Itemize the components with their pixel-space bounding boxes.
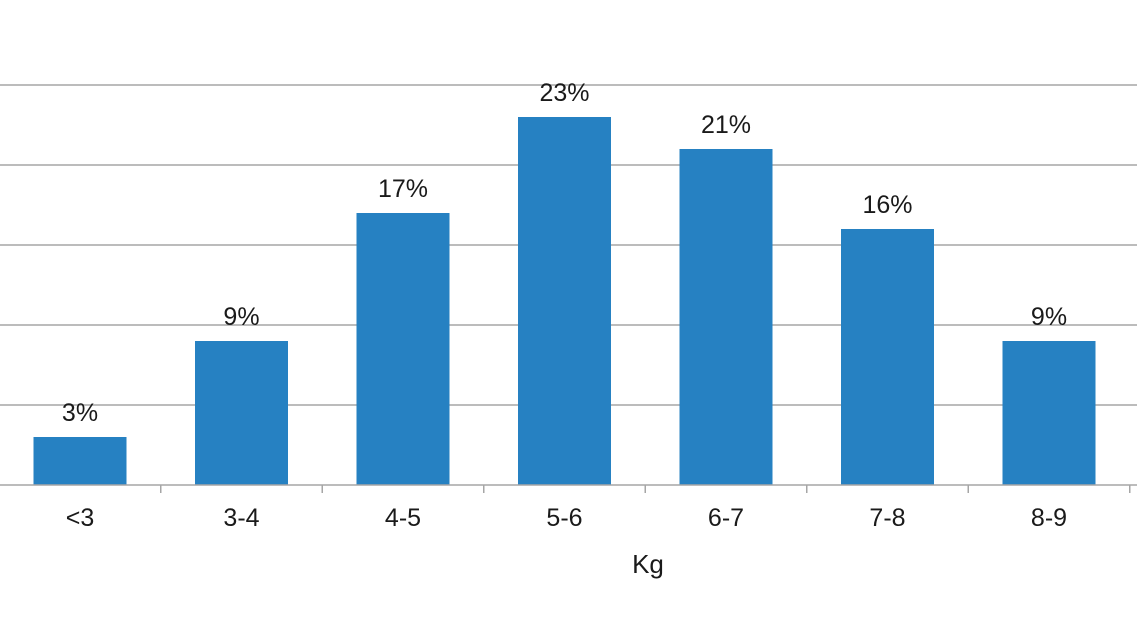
x-tick-label: 3-4 [223, 504, 259, 532]
x-tick-label: 4-5 [385, 504, 421, 532]
bar-6 [1002, 341, 1096, 485]
bar-0 [33, 437, 127, 485]
x-tick-label: <3 [66, 504, 95, 532]
x-axis-title: Kg [632, 549, 664, 579]
bar-3 [518, 117, 611, 485]
x-tick-label: 8-9 [1031, 504, 1067, 532]
x-tick-label: 5-6 [546, 504, 582, 532]
bar-2 [356, 213, 450, 485]
data-label: 23% [539, 79, 589, 107]
bar-4 [679, 149, 773, 485]
bars [33, 117, 1096, 485]
bar-5 [841, 229, 934, 485]
data-label: 17% [378, 175, 428, 203]
x-tick-label: 7-8 [869, 504, 905, 532]
data-label: 21% [701, 111, 751, 139]
data-label: 9% [223, 303, 259, 331]
x-axis: <3 3-4 4-5 5-6 6-7 7-8 8-9 [0, 484, 1137, 532]
x-tick-label: 6-7 [708, 504, 744, 532]
data-label: 3% [62, 399, 98, 427]
data-label: 16% [862, 191, 912, 219]
bar-1 [195, 341, 288, 485]
data-label: 9% [1031, 303, 1067, 331]
data-labels: 3% 9% 17% 23% 21% 16% 9% [62, 79, 1067, 427]
